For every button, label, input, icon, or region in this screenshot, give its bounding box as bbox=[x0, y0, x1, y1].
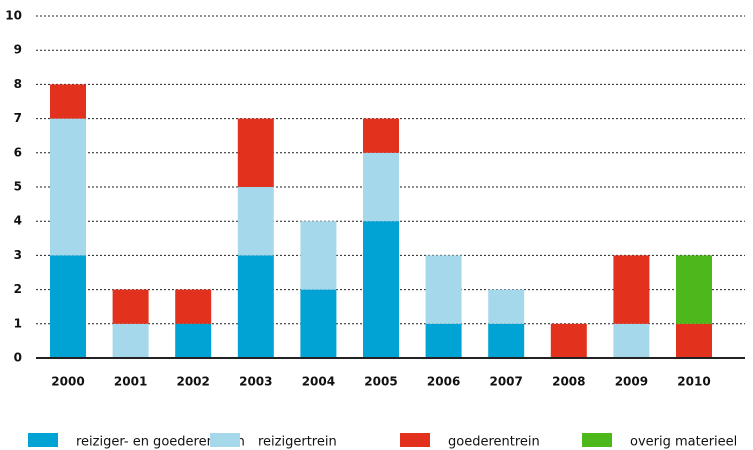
bar-segment bbox=[676, 323, 712, 358]
bar-segment bbox=[50, 84, 86, 119]
y-tick-label: 4 bbox=[14, 214, 22, 228]
bar-segment bbox=[50, 118, 86, 256]
y-tick-label: 0 bbox=[14, 351, 22, 365]
bar-segment bbox=[363, 152, 399, 222]
legend-swatch bbox=[582, 433, 612, 447]
legend-label: reizigertrein bbox=[258, 435, 337, 450]
x-tick-label: 2007 bbox=[489, 375, 522, 389]
bar-segment bbox=[488, 289, 525, 324]
y-tick-label: 6 bbox=[14, 145, 22, 159]
x-tick-label: 2009 bbox=[615, 375, 648, 389]
legend-label: reiziger- en goederentrein bbox=[76, 435, 245, 450]
x-tick-label: 2010 bbox=[677, 375, 710, 389]
legend-label: overig materieel bbox=[630, 435, 737, 450]
y-tick-label: 1 bbox=[14, 316, 22, 330]
bar-segment bbox=[237, 255, 274, 358]
bar-segment bbox=[363, 221, 399, 358]
bar-segment bbox=[425, 255, 462, 324]
legend-swatch bbox=[28, 433, 58, 447]
bar-segment bbox=[300, 221, 337, 290]
bar-segment bbox=[50, 255, 86, 358]
y-tick-label: 7 bbox=[14, 111, 22, 125]
bar-segment bbox=[613, 255, 650, 324]
bar-segment bbox=[550, 323, 587, 358]
bar-segment bbox=[237, 118, 274, 187]
bar-segment bbox=[676, 255, 712, 324]
x-tick-label: 2006 bbox=[427, 375, 460, 389]
bar-segment bbox=[112, 289, 149, 324]
bar-segment bbox=[300, 289, 337, 358]
bar-segment bbox=[237, 187, 274, 256]
y-tick-label: 8 bbox=[14, 77, 22, 91]
x-tick-label: 2003 bbox=[239, 375, 272, 389]
x-tick-label: 2005 bbox=[364, 375, 397, 389]
bar-segment bbox=[175, 289, 212, 324]
bar-segment bbox=[425, 323, 462, 358]
x-tick-label: 2008 bbox=[552, 375, 585, 389]
y-tick-label: 3 bbox=[14, 248, 22, 262]
legend-swatch bbox=[400, 433, 430, 447]
legend-swatch bbox=[210, 433, 240, 447]
x-tick-label: 2002 bbox=[176, 375, 209, 389]
y-tick-label: 10 bbox=[5, 9, 22, 23]
y-tick-label: 9 bbox=[14, 43, 22, 57]
bar-segment bbox=[363, 118, 399, 153]
y-tick-label: 2 bbox=[14, 282, 22, 296]
x-tick-label: 2001 bbox=[114, 375, 147, 389]
bar-segment bbox=[488, 323, 525, 358]
x-tick-label: 2000 bbox=[51, 375, 84, 389]
bar-segment bbox=[175, 323, 212, 358]
x-tick-label: 2004 bbox=[302, 375, 335, 389]
y-tick-label: 5 bbox=[14, 180, 22, 194]
bar-segment bbox=[112, 323, 149, 358]
legend-label: goederentrein bbox=[448, 435, 540, 450]
bar-segment bbox=[613, 323, 650, 358]
